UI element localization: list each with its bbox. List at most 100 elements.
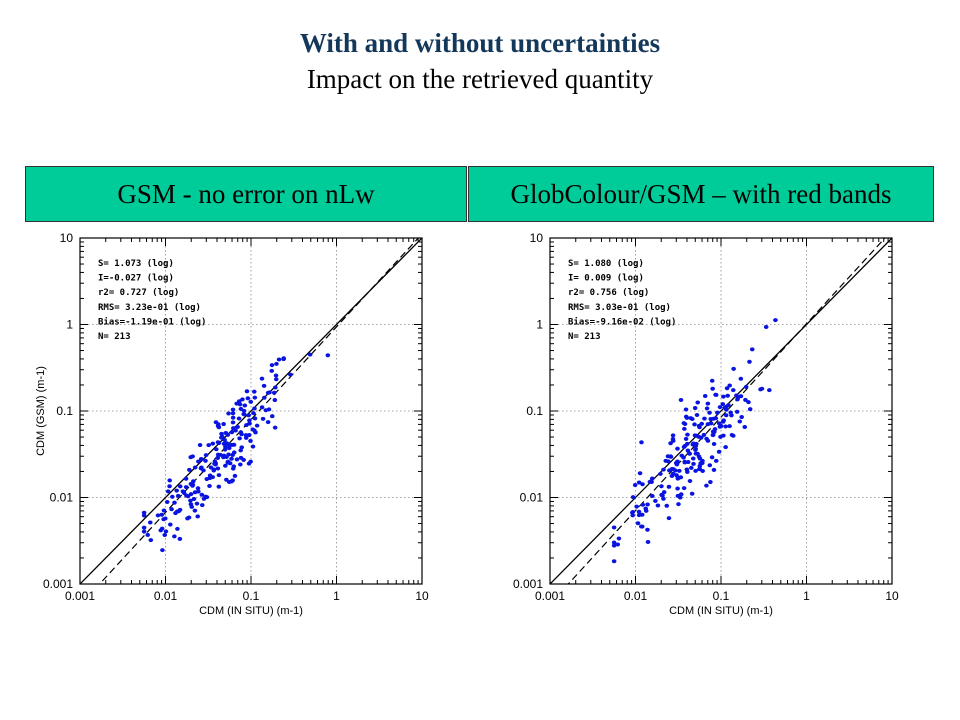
data-point — [145, 532, 151, 537]
data-point — [698, 461, 703, 466]
data-point — [747, 407, 753, 412]
data-point — [675, 486, 680, 491]
data-point — [246, 413, 251, 418]
data-point — [721, 394, 726, 399]
data-point — [204, 477, 210, 482]
x-tick-label: 0.01 — [624, 589, 648, 603]
data-point — [682, 460, 688, 465]
data-point — [261, 383, 267, 388]
data-point — [192, 508, 198, 513]
data-point — [611, 525, 617, 530]
data-point — [207, 473, 213, 478]
data-point — [767, 388, 772, 393]
data-point — [177, 484, 183, 489]
data-point — [710, 432, 716, 437]
data-point — [711, 442, 717, 447]
data-point — [739, 415, 744, 420]
data-point — [267, 390, 272, 395]
x-tick-label: 0.001 — [65, 589, 95, 603]
data-point — [670, 471, 676, 476]
stats-line: RMS= 3.03e-01 (log) — [568, 303, 671, 313]
x-tick-label: 0.1 — [243, 589, 260, 603]
data-point — [226, 411, 231, 416]
data-point — [721, 418, 726, 423]
data-point — [271, 390, 277, 395]
data-point — [682, 421, 688, 426]
data-point — [223, 463, 228, 468]
data-point — [647, 479, 653, 484]
data-point — [691, 461, 696, 466]
data-point — [203, 453, 209, 458]
data-point — [252, 416, 258, 421]
data-point — [168, 522, 173, 527]
data-point — [188, 502, 194, 507]
data-point — [192, 465, 198, 470]
data-point — [661, 467, 666, 472]
data-point — [251, 411, 256, 416]
data-point — [230, 411, 236, 416]
y-tick-label: 0.001 — [513, 577, 543, 591]
data-point — [734, 409, 740, 414]
data-point — [689, 416, 695, 421]
data-point — [246, 433, 252, 438]
data-point — [159, 526, 165, 531]
y-tick-label: 0.1 — [56, 404, 73, 418]
data-point — [195, 514, 201, 519]
x-tick-label: 1 — [803, 589, 810, 603]
data-point — [693, 468, 698, 473]
stats-line: S= 1.080 (log) — [568, 259, 644, 269]
data-point — [684, 415, 690, 420]
data-point — [196, 459, 201, 464]
data-point — [697, 456, 703, 461]
data-point — [230, 415, 236, 420]
data-point — [148, 538, 154, 543]
data-point — [636, 509, 642, 514]
data-point — [219, 435, 224, 440]
data-point — [727, 383, 733, 388]
data-point — [705, 422, 711, 427]
data-point — [230, 420, 236, 425]
data-point — [195, 486, 201, 491]
data-point — [737, 419, 743, 424]
data-point — [693, 447, 698, 452]
data-point — [234, 457, 240, 462]
data-point — [161, 508, 167, 513]
data-point — [197, 443, 203, 448]
data-point — [717, 424, 723, 429]
data-point — [181, 490, 187, 495]
data-point — [190, 454, 195, 459]
data-point — [689, 491, 695, 496]
data-point — [208, 465, 214, 470]
data-point — [215, 423, 221, 428]
data-point — [199, 492, 205, 497]
data-point — [188, 481, 194, 486]
data-point — [244, 389, 250, 394]
data-point — [723, 413, 729, 418]
data-point — [645, 527, 650, 532]
data-point — [713, 458, 719, 463]
data-point — [238, 462, 243, 467]
data-point — [724, 407, 729, 412]
data-point — [679, 453, 685, 458]
data-point — [682, 443, 688, 448]
data-point — [238, 448, 243, 453]
data-point — [147, 520, 153, 525]
data-point — [226, 452, 231, 457]
data-point — [231, 450, 237, 455]
data-point — [663, 458, 669, 463]
data-point — [177, 536, 183, 541]
data-point — [226, 446, 232, 451]
data-point — [230, 407, 236, 412]
data-point — [234, 401, 239, 406]
data-point — [634, 504, 639, 509]
data-point — [167, 484, 172, 489]
data-point — [155, 513, 161, 518]
data-point — [174, 488, 179, 493]
y-tick-label: 0.01 — [520, 491, 544, 505]
x-tick-label: 0.001 — [535, 589, 565, 603]
data-point — [269, 368, 275, 373]
data-point — [639, 524, 644, 529]
data-point — [203, 494, 208, 499]
data-point — [640, 482, 645, 487]
y-tick-label: 0.01 — [50, 491, 74, 505]
